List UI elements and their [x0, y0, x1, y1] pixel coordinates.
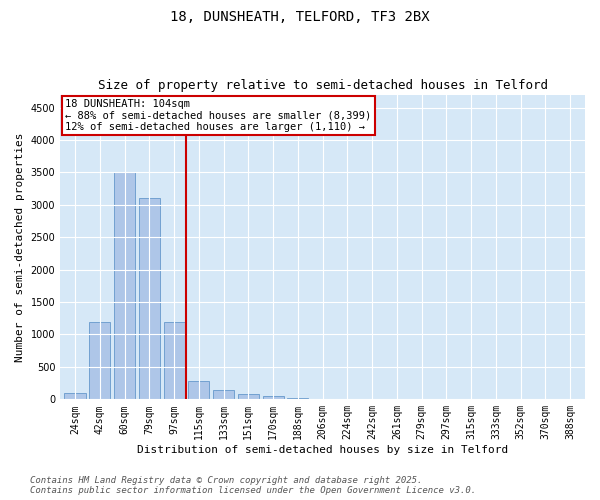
X-axis label: Distribution of semi-detached houses by size in Telford: Distribution of semi-detached houses by … [137, 445, 508, 455]
Bar [164, 322, 185, 400]
Bar [139, 198, 160, 400]
Bar [287, 398, 308, 400]
Bar [89, 322, 110, 400]
Bar [114, 172, 135, 400]
Text: Contains HM Land Registry data © Crown copyright and database right 2025.
Contai: Contains HM Land Registry data © Crown c… [30, 476, 476, 495]
Text: 18 DUNSHEATH: 104sqm
← 88% of semi-detached houses are smaller (8,399)
12% of se: 18 DUNSHEATH: 104sqm ← 88% of semi-detac… [65, 99, 371, 132]
Bar [188, 381, 209, 400]
Title: Size of property relative to semi-detached houses in Telford: Size of property relative to semi-detach… [98, 79, 548, 92]
Bar [213, 390, 234, 400]
Bar [238, 394, 259, 400]
Bar [64, 393, 86, 400]
Y-axis label: Number of semi-detached properties: Number of semi-detached properties [15, 132, 25, 362]
Bar [263, 396, 284, 400]
Text: 18, DUNSHEATH, TELFORD, TF3 2BX: 18, DUNSHEATH, TELFORD, TF3 2BX [170, 10, 430, 24]
